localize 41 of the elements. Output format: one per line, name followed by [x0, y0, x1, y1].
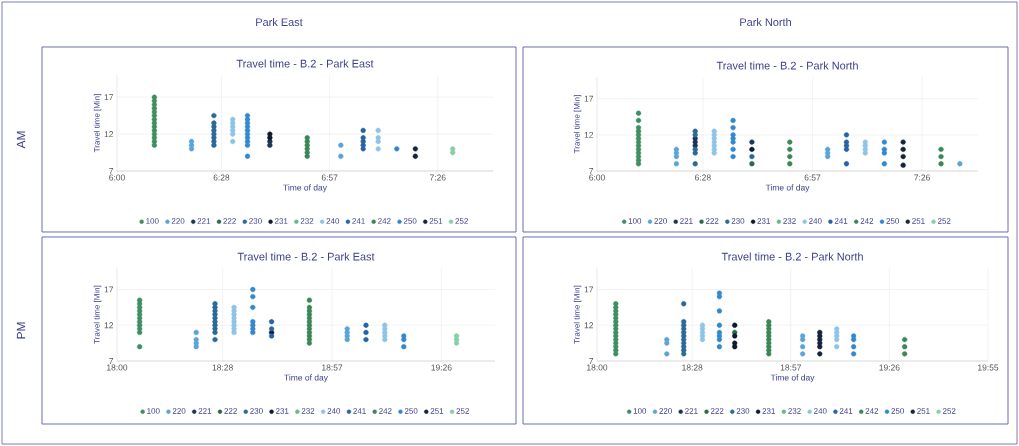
y-tick-label: 12 [584, 322, 594, 329]
x-tick-label: 6:57 [321, 174, 338, 181]
x-tick-label: 19:26 [879, 364, 900, 371]
x-tick-label: 19:55 [978, 364, 999, 371]
chart-title: Travel time - B.2 - Park East [236, 59, 374, 68]
x-axis-title: Time of day [770, 374, 815, 383]
y-tick-label: 12 [104, 131, 114, 138]
y-tick-label: 7 [109, 358, 114, 364]
y-tick-label: 12 [584, 131, 594, 138]
x-axis-title: Time of day [284, 374, 328, 383]
text: PM [16, 322, 26, 339]
x-tick-label: 7:26 [914, 174, 930, 181]
x-tick-label: 6:28 [213, 174, 230, 181]
x-tick-label: 18:57 [780, 364, 801, 371]
text: Park North [740, 17, 791, 27]
x-axis-title: Time of day [765, 184, 810, 193]
x-axis-title: Time of day [283, 184, 327, 193]
x-tick-label: 6:00 [109, 174, 125, 181]
text: Park East [256, 17, 303, 27]
y-tick-label: 17 [584, 286, 594, 293]
y-tick-label: 17 [104, 94, 114, 101]
x-tick-label: 6:28 [695, 174, 711, 181]
x-tick-label: 6:57 [804, 174, 821, 181]
y-tick-label: 7 [589, 358, 594, 364]
chart-title: Travel time - B.2 - Park North [721, 252, 863, 261]
x-tick-label: 7:26 [429, 174, 446, 181]
x-tick-label: 19:26 [431, 364, 452, 371]
x-tick-label: 18:00 [587, 364, 608, 371]
x-tick-label: 18:28 [212, 364, 233, 371]
chart-title: Travel time - B.2 - Park East [237, 252, 375, 261]
y-tick-label: 7 [109, 168, 114, 174]
chart-title: Travel time - B.2 - Park North [716, 61, 858, 70]
y-tick-label: 17 [584, 95, 594, 102]
x-tick-label: 18:28 [682, 364, 703, 371]
y-tick-label: 12 [104, 322, 114, 329]
y-tick-label: 7 [589, 168, 594, 174]
text: AM [16, 131, 26, 149]
x-tick-label: 18:00 [107, 364, 128, 371]
y-tick-label: 17 [104, 286, 114, 293]
x-tick-label: 6:00 [589, 174, 605, 181]
x-tick-label: 18:57 [322, 364, 343, 371]
